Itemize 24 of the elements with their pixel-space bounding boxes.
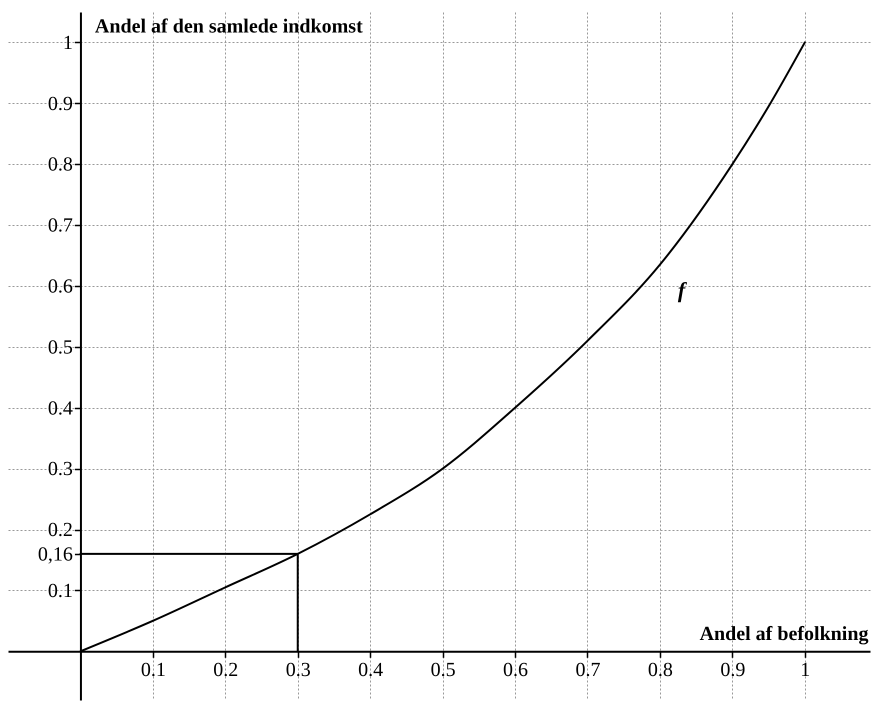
y-tick-label: 0.6 [48,275,73,298]
y-tick-label: 0.4 [48,397,73,420]
y-tick-label: 0.3 [48,458,73,480]
x-tick-label: 0.8 [648,658,673,681]
x-tick-label: 0.6 [503,658,528,681]
x-tick-label: 0.7 [575,658,600,681]
y-tick-label: 0.2 [48,519,73,542]
x-axis-title: Andel af befolkning [700,622,868,645]
y-tick-label: 0.8 [48,154,73,176]
x-tick-label: 1 [800,658,810,681]
x-tick-label: 0.3 [286,658,311,681]
y-tick-label: 0.9 [48,92,73,115]
series-label: f [678,278,688,303]
y-tick-label: 0.1 [48,580,73,602]
x-tick-label: 0.1 [140,658,166,681]
x-tick-label: 0.5 [430,658,456,681]
y-tick-label: 1 [62,32,73,54]
y-axis-title: Andel af den samlede indkomst [94,16,364,38]
y-tick-label: 0.5 [48,336,73,358]
y-tick-label: 0,16 [38,543,73,566]
x-tick-label: 0.2 [213,658,238,681]
y-tick-label: 0.7 [48,214,73,237]
x-tick-label: 0.4 [358,658,384,681]
x-tick-label: 0.9 [720,658,746,681]
